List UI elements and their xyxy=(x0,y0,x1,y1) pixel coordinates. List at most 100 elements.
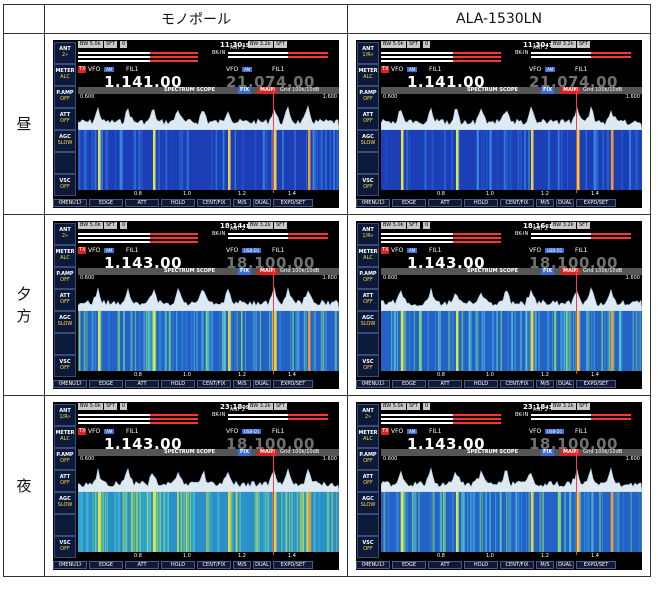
main-mode-chip: AM xyxy=(407,429,418,434)
soft-button-att[interactable]: ATT OFF xyxy=(54,108,76,130)
bottom-button-4[interactable]: CENT/FIX xyxy=(500,380,534,388)
bottom-button-6[interactable]: DUAL xyxy=(253,561,271,569)
bottom-button-0[interactable]: 《MENU1》 xyxy=(356,380,390,388)
bottom-button-6[interactable]: DUAL xyxy=(556,380,574,388)
bottom-button-7[interactable]: EXPD/SET xyxy=(576,199,616,207)
bottom-button-7[interactable]: EXPD/SET xyxy=(273,199,313,207)
bottom-button-2[interactable]: ATT xyxy=(428,561,462,569)
bottom-button-5[interactable]: M/S xyxy=(536,199,554,207)
soft-button-meter[interactable]: METER ALC xyxy=(54,426,76,448)
vfo-row: TX VFO AM FIL1 VFO AM FIL1 xyxy=(78,66,339,74)
soft-button-agc[interactable]: AGC SLOW xyxy=(54,311,76,333)
soft-button-vsc[interactable]: VSC OFF xyxy=(54,536,76,558)
bottom-button-2[interactable]: ATT xyxy=(125,561,159,569)
meter-scale xyxy=(381,60,501,62)
soft-button-title: P.AMP xyxy=(56,452,74,458)
bottom-button-1[interactable]: EDGE xyxy=(89,380,123,388)
soft-button-ant[interactable]: ANT 2» xyxy=(357,404,379,426)
soft-button-blank[interactable] xyxy=(54,514,76,536)
bottom-button-2[interactable]: ATT xyxy=(428,380,462,388)
soft-button-vsc[interactable]: VSC OFF xyxy=(54,174,76,196)
bottom-button-4[interactable]: CENT/FIX xyxy=(197,561,231,569)
bottom-button-0[interactable]: 《MENU1》 xyxy=(53,199,87,207)
soft-button-title: AGC xyxy=(59,496,71,502)
bottom-button-4[interactable]: CENT/FIX xyxy=(500,199,534,207)
soft-button-agc[interactable]: AGC SLOW xyxy=(54,492,76,514)
soft-button-meter[interactable]: METER ALC xyxy=(357,426,379,448)
bottom-button-4[interactable]: CENT/FIX xyxy=(197,380,231,388)
bottom-button-5[interactable]: M/S xyxy=(536,380,554,388)
soft-button-ant[interactable]: ANT 1/R» xyxy=(357,42,379,64)
status-chip: SFT xyxy=(104,41,118,48)
bottom-button-7[interactable]: EXPD/SET xyxy=(273,561,313,569)
bottom-button-7[interactable]: EXPD/SET xyxy=(576,380,616,388)
soft-button-att[interactable]: ATT OFF xyxy=(54,470,76,492)
soft-button-att[interactable]: ATT OFF xyxy=(54,289,76,311)
bottom-button-0[interactable]: 《MENU1》 xyxy=(53,561,87,569)
soft-button-vsc[interactable]: VSC OFF xyxy=(357,536,379,558)
soft-button-ant[interactable]: ANT 2» xyxy=(54,42,76,64)
soft-button-blank[interactable] xyxy=(357,514,379,536)
soft-button-meter[interactable]: METER ALC xyxy=(54,64,76,86)
soft-button-att[interactable]: ATT OFF xyxy=(357,108,379,130)
bottom-button-3[interactable]: HOLD xyxy=(464,561,498,569)
soft-button-pamp[interactable]: P.AMP OFF xyxy=(54,448,76,470)
bottom-button-5[interactable]: M/S xyxy=(233,561,251,569)
soft-button-pamp[interactable]: P.AMP OFF xyxy=(357,448,379,470)
row-label-daytime: 昼 xyxy=(3,33,45,215)
bottom-button-1[interactable]: EDGE xyxy=(392,199,426,207)
soft-button-meter[interactable]: METER ALC xyxy=(357,245,379,267)
bottom-button-4[interactable]: CENT/FIX xyxy=(500,561,534,569)
soft-button-att[interactable]: ATT OFF xyxy=(357,289,379,311)
bottom-button-4[interactable]: CENT/FIX xyxy=(197,199,231,207)
bottom-button-5[interactable]: M/S xyxy=(233,380,251,388)
bottom-button-2[interactable]: ATT xyxy=(428,199,462,207)
bottom-button-2[interactable]: ATT xyxy=(125,380,159,388)
soft-button-agc[interactable]: AGC SLOW xyxy=(357,492,379,514)
bottom-button-3[interactable]: HOLD xyxy=(464,199,498,207)
soft-button-ant[interactable]: ANT 1/R» xyxy=(357,223,379,245)
soft-button-blank[interactable] xyxy=(357,333,379,355)
soft-button-vsc[interactable]: VSC OFF xyxy=(357,355,379,377)
bottom-button-0[interactable]: 《MENU1》 xyxy=(356,561,390,569)
soft-button-pamp[interactable]: P.AMP OFF xyxy=(54,86,76,108)
bottom-button-1[interactable]: EDGE xyxy=(89,199,123,207)
soft-button-pamp[interactable]: P.AMP OFF xyxy=(357,86,379,108)
radio-screen: ANT 1/R» METER ALC P.AMP OFF ATT OFF AGC SLOW VSC O… xyxy=(53,402,339,570)
bottom-button-1[interactable]: EDGE xyxy=(392,561,426,569)
bottom-button-6[interactable]: DUAL xyxy=(253,380,271,388)
bottom-button-6[interactable]: DUAL xyxy=(556,199,574,207)
bottom-button-5[interactable]: M/S xyxy=(536,561,554,569)
bottom-button-5[interactable]: M/S xyxy=(233,199,251,207)
bottom-button-3[interactable]: HOLD xyxy=(161,380,195,388)
soft-button-meter[interactable]: METER ALC xyxy=(54,245,76,267)
bottom-button-3[interactable]: HOLD xyxy=(161,199,195,207)
soft-button-meter[interactable]: METER ALC xyxy=(357,64,379,86)
soft-button-agc[interactable]: AGC SLOW xyxy=(357,130,379,152)
soft-button-agc[interactable]: AGC SLOW xyxy=(54,130,76,152)
soft-button-blank[interactable] xyxy=(357,152,379,174)
soft-button-pamp[interactable]: P.AMP OFF xyxy=(357,267,379,289)
bottom-button-6[interactable]: DUAL xyxy=(556,561,574,569)
soft-button-vsc[interactable]: VSC OFF xyxy=(357,174,379,196)
soft-button-att[interactable]: ATT OFF xyxy=(357,470,379,492)
soft-button-pamp[interactable]: P.AMP OFF xyxy=(54,267,76,289)
soft-button-value: ALC xyxy=(363,74,373,80)
soft-button-vsc[interactable]: VSC OFF xyxy=(54,355,76,377)
bottom-button-7[interactable]: EXPD/SET xyxy=(273,380,313,388)
bottom-button-0[interactable]: 《MENU1》 xyxy=(356,199,390,207)
bottom-button-1[interactable]: EDGE xyxy=(89,561,123,569)
soft-button-ant[interactable]: ANT 1/R» xyxy=(54,404,76,426)
bottom-button-3[interactable]: HOLD xyxy=(464,380,498,388)
soft-button-blank[interactable] xyxy=(54,152,76,174)
soft-button-ant[interactable]: ANT 2» xyxy=(54,223,76,245)
bottom-button-0[interactable]: 《MENU1》 xyxy=(53,380,87,388)
bottom-button-7[interactable]: EXPD/SET xyxy=(576,561,616,569)
bottom-button-3[interactable]: HOLD xyxy=(161,561,195,569)
meter-scale xyxy=(228,237,328,239)
soft-button-agc[interactable]: AGC SLOW xyxy=(357,311,379,333)
bottom-button-6[interactable]: DUAL xyxy=(253,199,271,207)
soft-button-blank[interactable] xyxy=(54,333,76,355)
bottom-button-2[interactable]: ATT xyxy=(125,199,159,207)
bottom-button-1[interactable]: EDGE xyxy=(392,380,426,388)
